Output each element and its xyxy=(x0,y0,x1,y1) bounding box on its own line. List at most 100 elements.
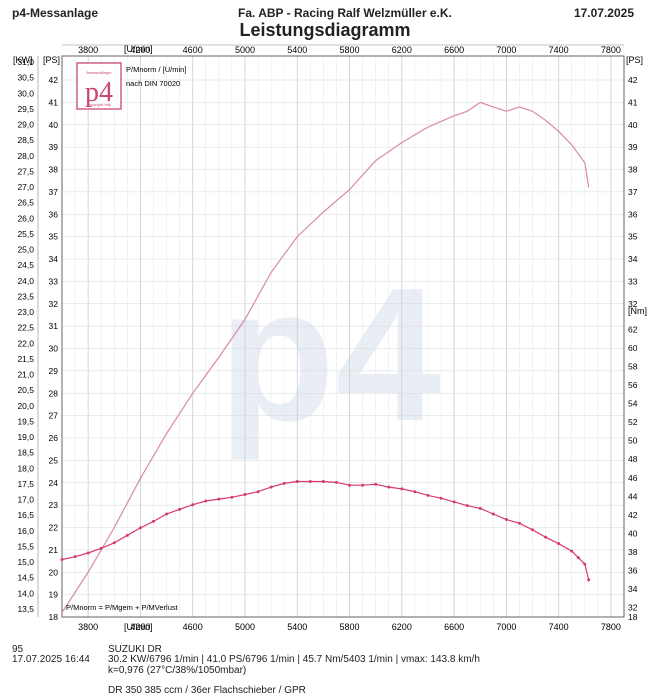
kw-axis: 13,5 14,0 14,5 15,0 15,5 16,0 16,5 17,0 17,5 18,0… xyxy=(17,57,34,614)
ps-tick-label: 37 xyxy=(49,187,59,197)
ps-tick-label: 35 xyxy=(49,232,59,242)
x-tick-label-bottom: 5400 xyxy=(287,622,307,632)
nm-tick-label: 40 xyxy=(628,528,638,538)
kw-tick-label: 19,0 xyxy=(17,432,34,442)
kw-tick-label: 13,5 xyxy=(17,604,34,614)
nm-tick-label: 56 xyxy=(628,380,638,390)
kw-tick-label: 26,5 xyxy=(17,198,34,208)
kw-tick-label: 21,5 xyxy=(17,354,34,364)
ps-tick-label: 20 xyxy=(49,567,59,577)
nm-point xyxy=(151,519,155,523)
ps-tick-label: 25 xyxy=(49,455,59,465)
kw-tick-label: 18,0 xyxy=(17,463,34,473)
nm-point xyxy=(426,493,430,497)
nm-point xyxy=(491,512,495,516)
kw-tick-label: 21,0 xyxy=(17,370,34,380)
kw-tick-label: 31,0 xyxy=(17,57,34,67)
watermark: p4 xyxy=(219,249,441,461)
ps-tick-label: 21 xyxy=(49,545,59,555)
nm-point xyxy=(504,518,508,522)
nm-point xyxy=(308,479,312,483)
nm-tick-label: 50 xyxy=(628,436,638,446)
nm-point xyxy=(230,495,234,499)
kw-tick-label: 24,0 xyxy=(17,276,34,286)
nm-tick-label: 32 xyxy=(628,603,638,613)
kw-tick-label: 17,5 xyxy=(17,479,34,489)
x-tick-label-top: 4600 xyxy=(183,45,203,55)
plot-frame xyxy=(37,44,625,618)
ps-tick-label: 29 xyxy=(49,366,59,376)
nm-tick-label: 52 xyxy=(628,417,638,427)
ps-tick-label: 24 xyxy=(49,478,59,488)
kw-tick-label: 16,5 xyxy=(17,510,34,520)
header-date: 17.07.2025 xyxy=(573,6,634,20)
nm-point xyxy=(361,483,365,487)
ps-axis-label-right: [PS] xyxy=(626,55,643,65)
x-axis-label-bottom: [U/min] xyxy=(124,622,153,632)
ps-tick-label-right: 33 xyxy=(628,276,638,286)
kw-tick-label: 22,5 xyxy=(17,323,34,333)
x-tick-label-bottom: 3800 xyxy=(78,622,98,632)
nm-point xyxy=(256,490,260,494)
kw-tick-label: 26,0 xyxy=(17,213,34,223)
ps-tick-label: 18 xyxy=(49,612,59,622)
nm-point xyxy=(570,549,574,553)
kw-tick-label: 23,0 xyxy=(17,307,34,317)
kw-tick-label: 25,5 xyxy=(17,229,34,239)
vehicle-name: SUZUKI DR xyxy=(108,644,162,655)
x-tick-label-top: 6600 xyxy=(444,45,464,55)
kw-tick-label: 14,5 xyxy=(17,573,34,583)
ps-tick-label-right: 35 xyxy=(628,232,638,242)
ps-tick-label-right: 42 xyxy=(628,75,638,85)
ps-tick-label: 42 xyxy=(49,75,59,85)
nm-tick-label: 34 xyxy=(628,584,638,594)
ps-tick-label: 23 xyxy=(49,500,59,510)
series-layer xyxy=(60,101,591,613)
kw-tick-label: 24,5 xyxy=(17,260,34,270)
nm-point xyxy=(282,481,286,485)
test-conditions: k=0,976 (27°C/38%/1050mbar) xyxy=(108,665,247,676)
ps-tick-label: 22 xyxy=(49,523,59,533)
x-tick-label-top: 3800 xyxy=(78,45,98,55)
kw-tick-label: 28,0 xyxy=(17,151,34,161)
ps-tick-label-right: 37 xyxy=(628,187,638,197)
nm-point xyxy=(217,497,221,501)
logo-bottom-text: copyright *elp xyxy=(87,102,112,107)
nm-tick-label: 46 xyxy=(628,473,638,483)
ps-curve xyxy=(61,101,590,613)
nm-axis-label: [Nm] xyxy=(628,306,647,316)
ps-tick-label: 40 xyxy=(49,120,59,130)
nm-point xyxy=(557,542,561,546)
legend-line-2: nach DIN 70020 xyxy=(126,79,180,88)
x-tick-label-top: 7000 xyxy=(496,45,516,55)
kw-tick-label: 20,0 xyxy=(17,401,34,411)
kw-tick-label: 15,5 xyxy=(17,541,34,551)
nm-point xyxy=(413,490,417,494)
nm-point xyxy=(165,512,169,516)
ps-tick-label: 33 xyxy=(49,276,59,286)
nm-point xyxy=(576,556,580,560)
x-tick-label-top: 5800 xyxy=(340,45,360,55)
nm-tick-label: 36 xyxy=(628,566,638,576)
kw-tick-label: 25,0 xyxy=(17,245,34,255)
nm-point xyxy=(587,578,591,582)
nm-point xyxy=(400,487,404,491)
nm-tick-label: 44 xyxy=(628,491,638,501)
x-tick-label-top: 6200 xyxy=(392,45,412,55)
ps-axis-left: 18 19 20 21 22 23 24 25 26 27 28 29 30 31 32 33 34 35 36 37… xyxy=(49,75,59,622)
nm-point xyxy=(204,499,208,503)
x-tick-label-top: 7400 xyxy=(549,45,569,55)
nm-point xyxy=(348,483,352,487)
ps-tick-label: 36 xyxy=(49,209,59,219)
header-center: Fa. ABP - Racing Ralf Welzmüller e.K. xyxy=(238,6,452,20)
x-tick-label-top: 5400 xyxy=(287,45,307,55)
x-tick-label-bottom: 7400 xyxy=(549,622,569,632)
nm-point xyxy=(452,500,456,504)
x-tick-label-bottom: 4600 xyxy=(183,622,203,632)
x-tick-label-bottom: 7000 xyxy=(496,622,516,632)
x-axis-top: 3800 4200 4600 5000 5400 5800 6200 6600 7000 7400… xyxy=(78,45,621,55)
x-tick-label-top: 7800 xyxy=(601,45,621,55)
nm-tick-label: 60 xyxy=(628,343,638,353)
ps-axis-right: 32 33 34 35 36 37 38 39 40 41 42 xyxy=(628,75,638,309)
x-tick-label-bottom: 5800 xyxy=(340,622,360,632)
